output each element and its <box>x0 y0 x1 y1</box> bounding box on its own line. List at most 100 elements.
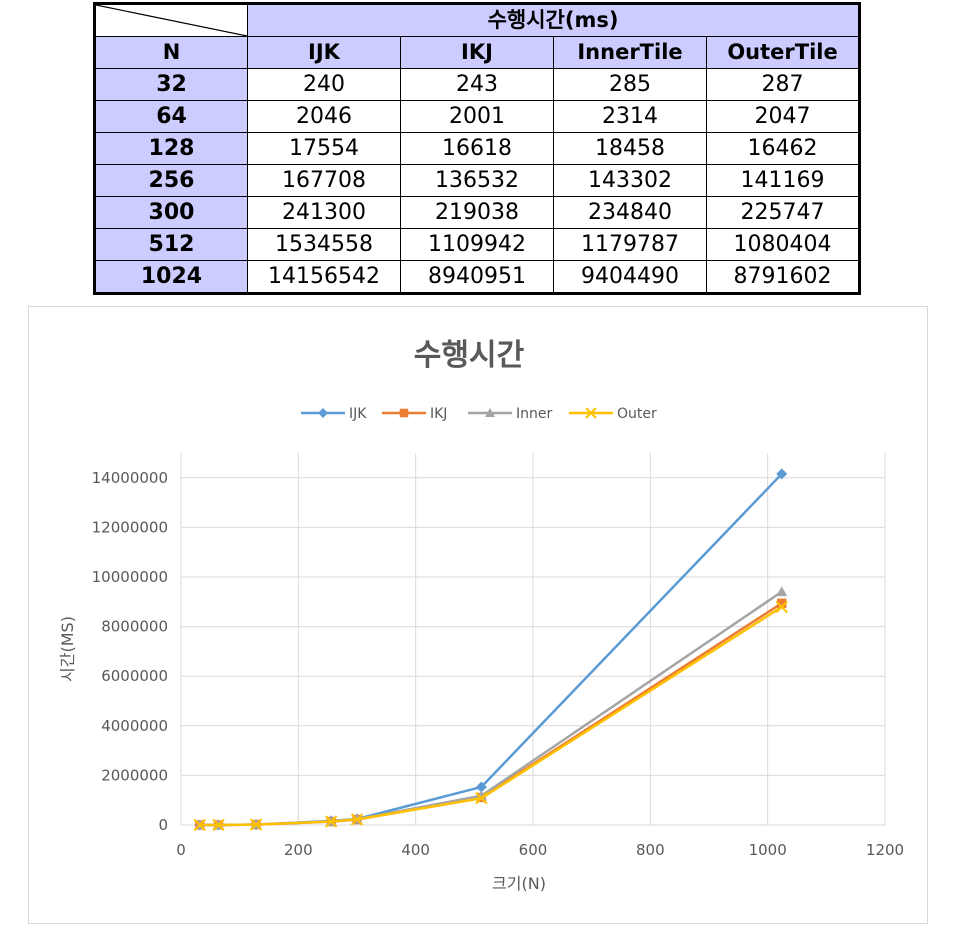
y-tick-label: 10000000 <box>92 568 168 586</box>
chart-title: 수행시간 <box>414 338 525 373</box>
table-cell: 225747 <box>705 196 861 229</box>
data-point <box>193 818 206 832</box>
chart-legend: IJK IKJ Inner Outer <box>301 406 657 422</box>
results-table-body: 수행시간(ms) N IJK IKJ InnerTile OuterTile 3… <box>94 3 861 294</box>
table-cell: 16462 <box>705 132 861 165</box>
data-point <box>324 815 338 828</box>
corner-diagonal-icon <box>96 5 247 36</box>
x-axis-ticks: 0 200 400 600 800 1000 1200 <box>176 841 904 859</box>
table-cell: 136532 <box>400 164 554 197</box>
data-point <box>775 600 788 614</box>
series-outer <box>193 600 788 832</box>
table-row: 64 2046 2001 2314 2047 <box>94 100 861 133</box>
column-header-ijk: IJK <box>247 36 401 69</box>
table-cell: 1534558 <box>247 228 401 261</box>
table-cell: 1080404 <box>705 228 861 261</box>
legend-item-outer: Outer <box>569 406 657 422</box>
legend-label: IJK <box>349 406 367 422</box>
table-row: 256 167708 136532 143302 141169 <box>94 164 861 197</box>
y-tick-label: 6000000 <box>101 667 168 685</box>
table-row: 300 241300 219038 234840 225747 <box>94 196 861 229</box>
legend-item-inner: Inner <box>468 406 552 422</box>
results-table: 수행시간(ms) N IJK IKJ InnerTile OuterTile 3… <box>93 2 862 295</box>
legend-item-ijk: IJK <box>301 406 367 422</box>
data-point <box>212 818 225 832</box>
table-cell: 241300 <box>247 196 401 229</box>
table-header-row: N IJK IKJ InnerTile OuterTile <box>94 36 861 69</box>
data-point <box>350 813 364 826</box>
table-group-header: 수행시간(ms) <box>246 3 861 37</box>
chart-series <box>193 468 788 832</box>
y-axis-title: 시간(MS) <box>58 616 77 682</box>
x-tick-label: 200 <box>284 841 313 859</box>
data-point <box>776 586 788 597</box>
table-row: 512 1534558 1109942 1179787 1080404 <box>94 228 861 261</box>
table-cell: 141169 <box>705 164 861 197</box>
table-cell: 167708 <box>247 164 401 197</box>
x-tick-label: 0 <box>176 841 186 859</box>
data-point <box>249 818 263 831</box>
column-header-n: N <box>94 36 248 69</box>
x-tick-label: 800 <box>636 841 665 859</box>
table-cell: 234840 <box>553 196 707 229</box>
x-axis-title: 크기(N) <box>492 874 546 893</box>
column-header-innertile: InnerTile <box>553 36 707 69</box>
data-point <box>777 598 787 608</box>
table-cell: 17554 <box>247 132 401 165</box>
data-point <box>475 791 488 805</box>
table-cell: 1179787 <box>553 228 707 261</box>
legend-marker-square-icon <box>399 408 409 418</box>
table-cell: 243 <box>400 68 554 101</box>
row-header-cell: 128 <box>94 132 248 165</box>
table-cell: 18458 <box>553 132 707 165</box>
table-cell: 8940951 <box>400 260 554 294</box>
y-tick-label: 12000000 <box>92 518 168 536</box>
data-point <box>475 781 487 793</box>
table-cell: 285 <box>553 68 707 101</box>
table-corner-cell <box>94 3 248 37</box>
table-row: 32 240 243 285 287 <box>94 68 861 101</box>
row-header-cell: 32 <box>94 68 248 101</box>
row-header-cell: 64 <box>94 100 248 133</box>
table-cell: 1109942 <box>400 228 554 261</box>
table-cell: 219038 <box>400 196 554 229</box>
row-header-cell: 1024 <box>94 260 248 294</box>
table-row: 128 17554 16618 18458 16462 <box>94 132 861 165</box>
x-tick-label: 1000 <box>749 841 787 859</box>
table-cell: 2046 <box>247 100 401 133</box>
table-cell: 16618 <box>400 132 554 165</box>
y-tick-label: 8000000 <box>101 618 168 636</box>
x-tick-label: 600 <box>519 841 548 859</box>
table-cell: 2001 <box>400 100 554 133</box>
table-header-row-group: 수행시간(ms) <box>94 3 861 37</box>
y-tick-label: 2000000 <box>101 766 168 784</box>
table-row: 1024 14156542 8940951 9404490 8791602 <box>94 260 861 294</box>
x-tick-label: 400 <box>401 841 430 859</box>
legend-marker-x-icon <box>585 407 597 419</box>
column-header-outertile: OuterTile <box>705 36 861 69</box>
row-header-cell: 300 <box>94 196 248 229</box>
data-point <box>776 468 788 480</box>
chart-grid <box>180 453 886 826</box>
table-cell: 287 <box>705 68 861 101</box>
chart-area: 수행시간 IJK IKJ Inner Outer 0 2000000 4000000 600… <box>28 306 928 924</box>
line-chart: 수행시간 IJK IKJ Inner Outer 0 2000000 4000000 600… <box>58 338 904 893</box>
table-cell: 9404490 <box>553 260 707 294</box>
legend-marker-diamond-icon <box>318 408 328 418</box>
row-header-cell: 256 <box>94 164 248 197</box>
series-ikj <box>195 598 787 830</box>
legend-item-ikj: IKJ <box>382 406 447 422</box>
series-line <box>199 473 783 827</box>
table-cell: 143302 <box>553 164 707 197</box>
row-header-cell: 512 <box>94 228 248 261</box>
legend-label: Inner <box>516 406 552 422</box>
y-tick-label: 14000000 <box>92 469 168 487</box>
legend-label: Outer <box>617 406 657 422</box>
x-tick-label: 1200 <box>866 841 904 859</box>
y-tick-label: 0 <box>158 816 168 834</box>
legend-label: IKJ <box>430 406 447 422</box>
table-cell: 240 <box>247 68 401 101</box>
table-cell: 14156542 <box>247 260 401 294</box>
table-cell: 2314 <box>553 100 707 133</box>
table-cell: 8791602 <box>705 260 861 294</box>
